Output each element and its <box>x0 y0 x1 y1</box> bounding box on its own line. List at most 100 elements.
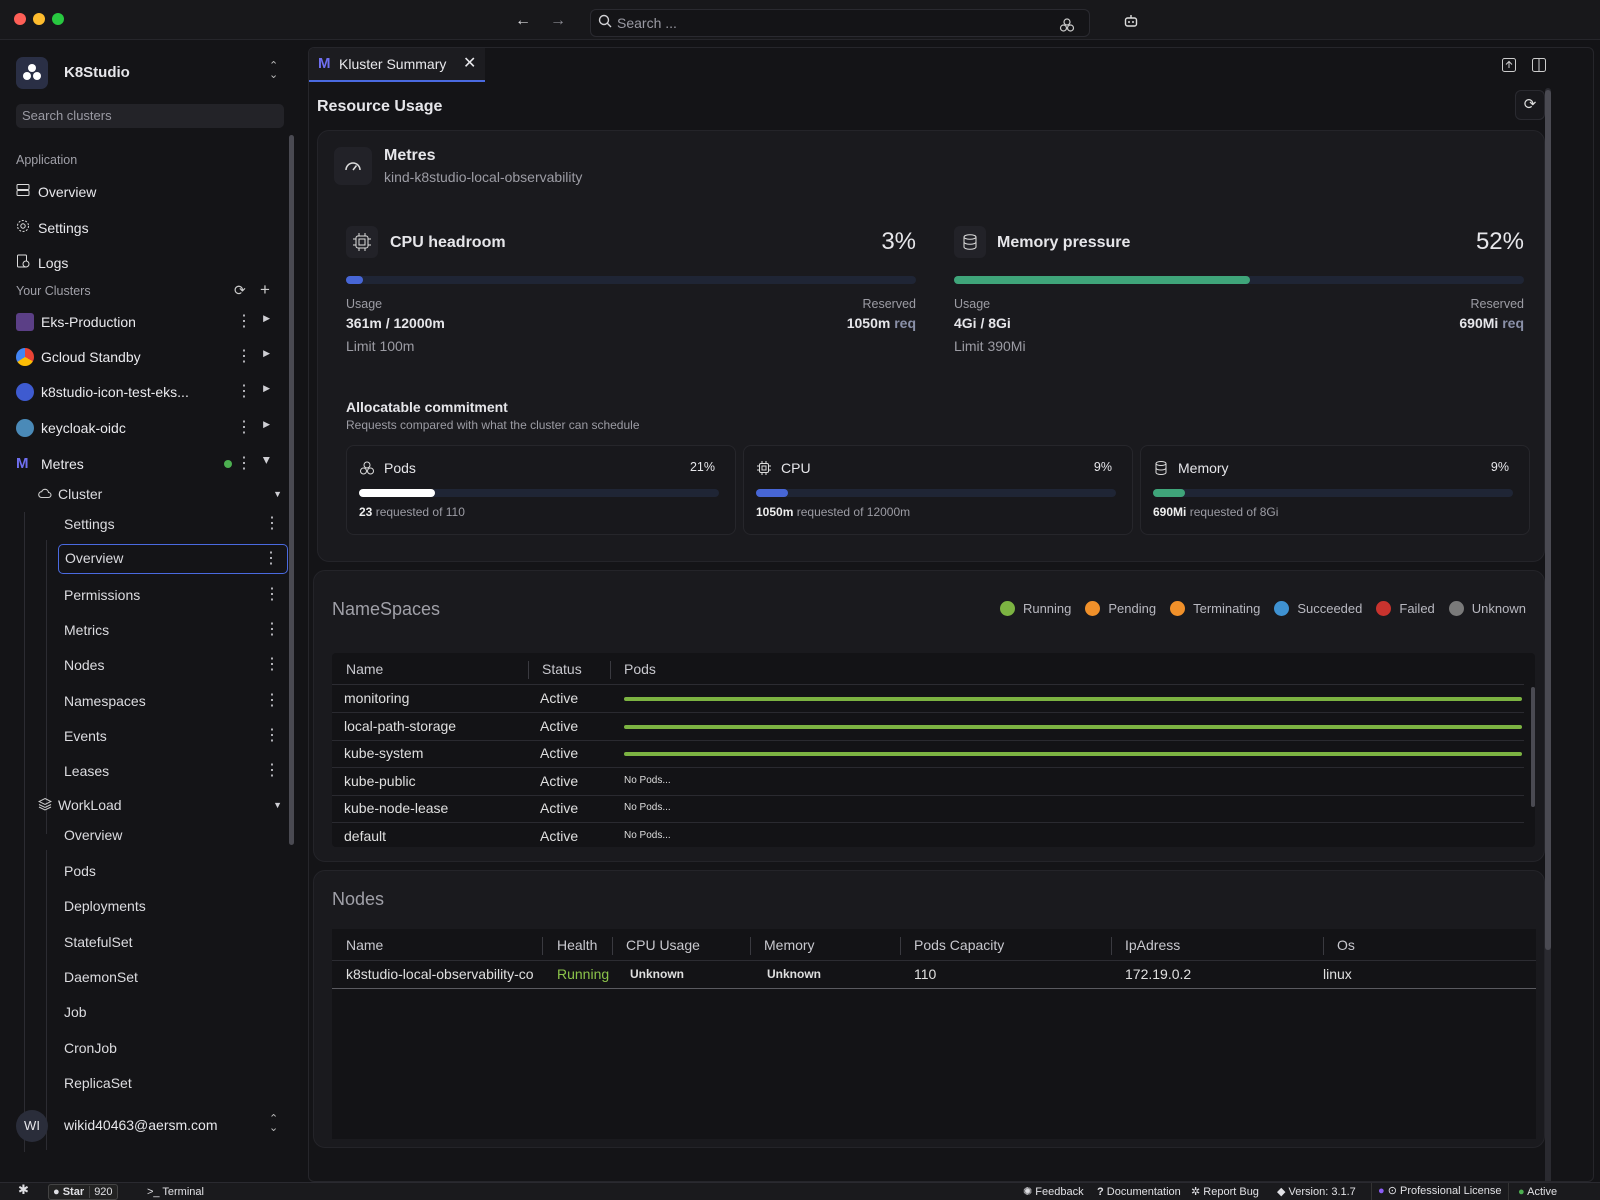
table-row[interactable]: default Active No Pods... <box>332 823 1524 847</box>
more-options-icon[interactable]: ⋮ <box>263 550 279 567</box>
more-options-icon[interactable]: ⋮ <box>264 727 280 744</box>
forward-arrow-icon[interactable]: → <box>550 12 566 29</box>
cluster-nav-namespaces[interactable]: Namespaces ⋮ <box>58 686 288 716</box>
column-header-cpu-usage[interactable]: CPU Usage <box>626 937 700 953</box>
sidebar-item-settings[interactable]: Settings <box>16 214 89 242</box>
table-row[interactable]: kube-node-lease Active No Pods... <box>332 795 1524 824</box>
close-window-button[interactable] <box>14 13 26 25</box>
workload-nav-deployments[interactable]: Deployments <box>58 891 288 921</box>
user-menu-chevron-icon[interactable]: ⌃ ⌄ <box>269 1113 279 1134</box>
more-options-icon[interactable]: ⋮ <box>264 621 280 638</box>
add-cluster-icon[interactable]: + <box>260 280 270 299</box>
export-icon[interactable] <box>1500 56 1518 77</box>
chevron-down-icon[interactable]: ▼ <box>273 489 282 499</box>
feedback-button[interactable]: ✺ Feedback <box>1023 1185 1084 1199</box>
workload-nav-daemonset[interactable]: DaemonSet <box>58 962 288 992</box>
table-row[interactable]: local-path-storage Active <box>332 713 1524 741</box>
app-switcher-chevron-icon[interactable]: ⌃ ⌄ <box>269 60 279 81</box>
more-options-icon[interactable]: ⋮ <box>264 762 280 779</box>
sidebar-scrollbar[interactable] <box>289 135 294 845</box>
commit-name: CPU <box>781 460 811 476</box>
main-scrollbar-track[interactable] <box>1545 88 1551 1181</box>
sidebar-item-overview[interactable]: Overview <box>16 178 96 206</box>
global-search-input[interactable]: Search ... <box>590 9 1090 37</box>
refresh-clusters-icon[interactable]: ⟳ <box>234 282 246 298</box>
workload-nav-statefulset[interactable]: StatefulSet <box>58 927 288 957</box>
cluster-item-eks-production[interactable]: Eks-Production ⋮ ▶ <box>16 308 278 336</box>
column-header-name[interactable]: Name <box>346 661 384 677</box>
cluster-search-input[interactable]: Search clusters <box>16 104 284 128</box>
table-scrollbar[interactable] <box>1531 687 1535 807</box>
column-header-health[interactable]: Health <box>557 937 598 953</box>
git-icon: ◆ <box>1277 1186 1286 1198</box>
cluster-nav-leases[interactable]: Leases ⋮ <box>58 756 288 786</box>
legend-label: Succeeded <box>1297 601 1363 616</box>
column-header-pods[interactable]: Pods <box>624 661 656 677</box>
cpu-usage-label: Usage <box>346 297 383 311</box>
chevron-down-icon[interactable]: ▶ <box>262 457 273 464</box>
workload-nav-overview[interactable]: Overview <box>58 820 288 850</box>
minimize-window-button[interactable] <box>33 13 45 25</box>
terminal-button[interactable]: >_ Terminal <box>147 1185 204 1199</box>
refresh-button[interactable]: ⟳ <box>1515 90 1545 120</box>
more-options-icon[interactable]: ⋮ <box>236 348 252 365</box>
bot-icon[interactable] <box>1120 10 1142 32</box>
table-row[interactable]: kube-system Active <box>332 740 1524 769</box>
tab-kluster-summary[interactable]: M Kluster Summary ✕ <box>309 48 485 82</box>
column-header-os[interactable]: Os <box>1337 937 1355 953</box>
close-tab-icon[interactable]: ✕ <box>463 55 477 72</box>
cluster-group-header[interactable]: Cluster ▼ <box>38 482 286 506</box>
workload-group-header[interactable]: WorkLoad ▼ <box>37 793 286 817</box>
cluster-item-k8studio-icon-test-eks[interactable]: k8studio-icon-test-eks... ⋮ ▶ <box>16 378 278 406</box>
cluster-nav-permissions[interactable]: Permissions ⋮ <box>58 580 288 610</box>
star-count: 920 <box>89 1186 113 1198</box>
more-options-icon[interactable]: ⋮ <box>236 419 252 436</box>
workload-nav-job[interactable]: Job <box>58 997 288 1027</box>
cluster-item-metres[interactable]: M Metres ⋮ ▶ <box>16 450 278 478</box>
slack-icon[interactable]: ✱ <box>18 1182 29 1197</box>
report-bug-button[interactable]: ✲ Report Bug <box>1191 1185 1259 1199</box>
workload-nav-replicaset[interactable]: ReplicaSet <box>58 1068 288 1098</box>
table-row[interactable]: kube-public Active No Pods... <box>332 768 1524 796</box>
chevron-right-icon[interactable]: ▶ <box>263 348 270 358</box>
maximize-window-button[interactable] <box>52 13 64 25</box>
cluster-item-gcloud-standby[interactable]: Gcloud Standby ⋮ ▶ <box>16 343 278 371</box>
user-avatar[interactable]: WI <box>16 1110 48 1142</box>
namespaces-title: NameSpaces <box>332 599 441 619</box>
column-header-memory[interactable]: Memory <box>764 937 815 953</box>
more-options-icon[interactable]: ⋮ <box>264 586 280 603</box>
more-options-icon[interactable]: ⋮ <box>264 656 280 673</box>
column-header-ip-address[interactable]: IpAdress <box>1125 937 1181 953</box>
more-options-icon[interactable]: ⋮ <box>236 455 252 472</box>
cluster-nav-events[interactable]: Events ⋮ <box>58 721 288 751</box>
documentation-button[interactable]: ? Documentation <box>1097 1185 1181 1199</box>
workload-nav-pods[interactable]: Pods <box>58 856 288 886</box>
more-options-icon[interactable]: ⋮ <box>264 692 280 709</box>
more-options-icon[interactable]: ⋮ <box>236 313 252 330</box>
column-header-name[interactable]: Name <box>346 937 384 953</box>
more-options-icon[interactable]: ⋮ <box>236 383 252 400</box>
table-row[interactable]: monitoring Active <box>332 685 1524 713</box>
github-star-button[interactable]: ● Star 920 <box>48 1184 118 1200</box>
chevron-down-icon[interactable]: ▼ <box>273 800 282 810</box>
column-header-status[interactable]: Status <box>542 661 582 677</box>
cluster-item-keycloak-oidc[interactable]: keycloak-oidc ⋮ ▶ <box>16 414 278 442</box>
table-row[interactable]: k8studio-local-observability-co Running … <box>332 961 1536 989</box>
back-arrow-icon[interactable]: ← <box>515 12 531 29</box>
version-label-button[interactable]: ◆ Version: 3.1.7 <box>1277 1185 1356 1199</box>
cluster-nav-nodes[interactable]: Nodes ⋮ <box>58 650 288 680</box>
split-view-icon[interactable] <box>1530 56 1548 77</box>
workload-nav-cronjob[interactable]: CronJob <box>58 1033 288 1063</box>
chevron-right-icon[interactable]: ▶ <box>263 419 270 429</box>
table-header-row <box>332 929 1536 961</box>
sidebar-item-logs[interactable]: Logs <box>16 249 68 277</box>
chevron-right-icon[interactable]: ▶ <box>263 383 270 393</box>
cluster-nav-settings[interactable]: Settings ⋮ <box>58 509 288 539</box>
license-indicator[interactable]: ● ⊙ Professional License <box>1371 1183 1509 1200</box>
main-scrollbar-thumb[interactable] <box>1545 90 1551 950</box>
more-options-icon[interactable]: ⋮ <box>264 515 280 532</box>
cluster-nav-overview[interactable]: Overview ⋮ <box>58 544 288 574</box>
column-header-pods-capacity[interactable]: Pods Capacity <box>914 937 1005 953</box>
chevron-right-icon[interactable]: ▶ <box>263 313 270 323</box>
cluster-nav-metrics[interactable]: Metrics ⋮ <box>58 615 288 645</box>
